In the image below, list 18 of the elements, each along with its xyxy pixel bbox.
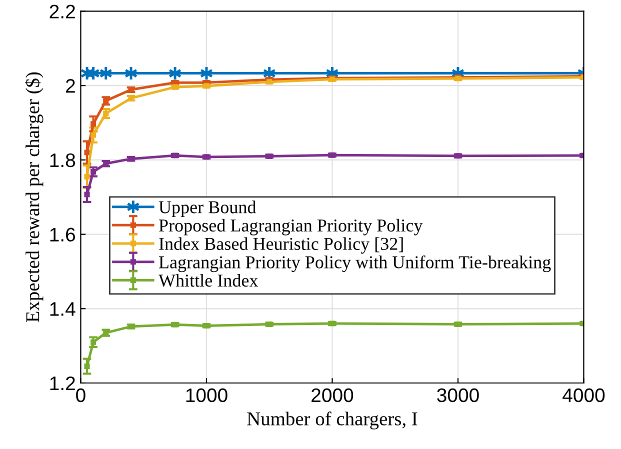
y-tick-label: 2	[66, 79, 75, 93]
y-tick-label: 1.6	[50, 228, 76, 242]
y-tick-label: 1.2	[50, 376, 75, 390]
legend-label: Upper Bound	[158, 200, 256, 217]
x-axis-title: Number of chargers, I	[247, 412, 418, 430]
legend-label: Whittle Index	[158, 274, 258, 287]
legend-label: Index Based Heuristic Policy [32]	[159, 237, 403, 254]
y-tick-label: 1.8	[50, 153, 76, 168]
y-tick-label: 1.4	[50, 302, 76, 316]
x-tick-label: 1000	[186, 388, 228, 402]
x-tick-label: 4000	[562, 388, 605, 402]
x-tick-label: 2000	[312, 388, 354, 402]
y-axis-title: Expected reward per charger ($)	[25, 72, 44, 322]
legend-label: Proposed Lagrangian Priority Policy	[158, 218, 423, 236]
y-tick-label: 2.2	[50, 4, 75, 18]
legend-label: Lagrangian Priority Policy with Uniform Tie-breaking	[158, 255, 551, 272]
x-tick-label: 0	[76, 388, 86, 402]
x-tick-label: 3000	[437, 388, 479, 402]
